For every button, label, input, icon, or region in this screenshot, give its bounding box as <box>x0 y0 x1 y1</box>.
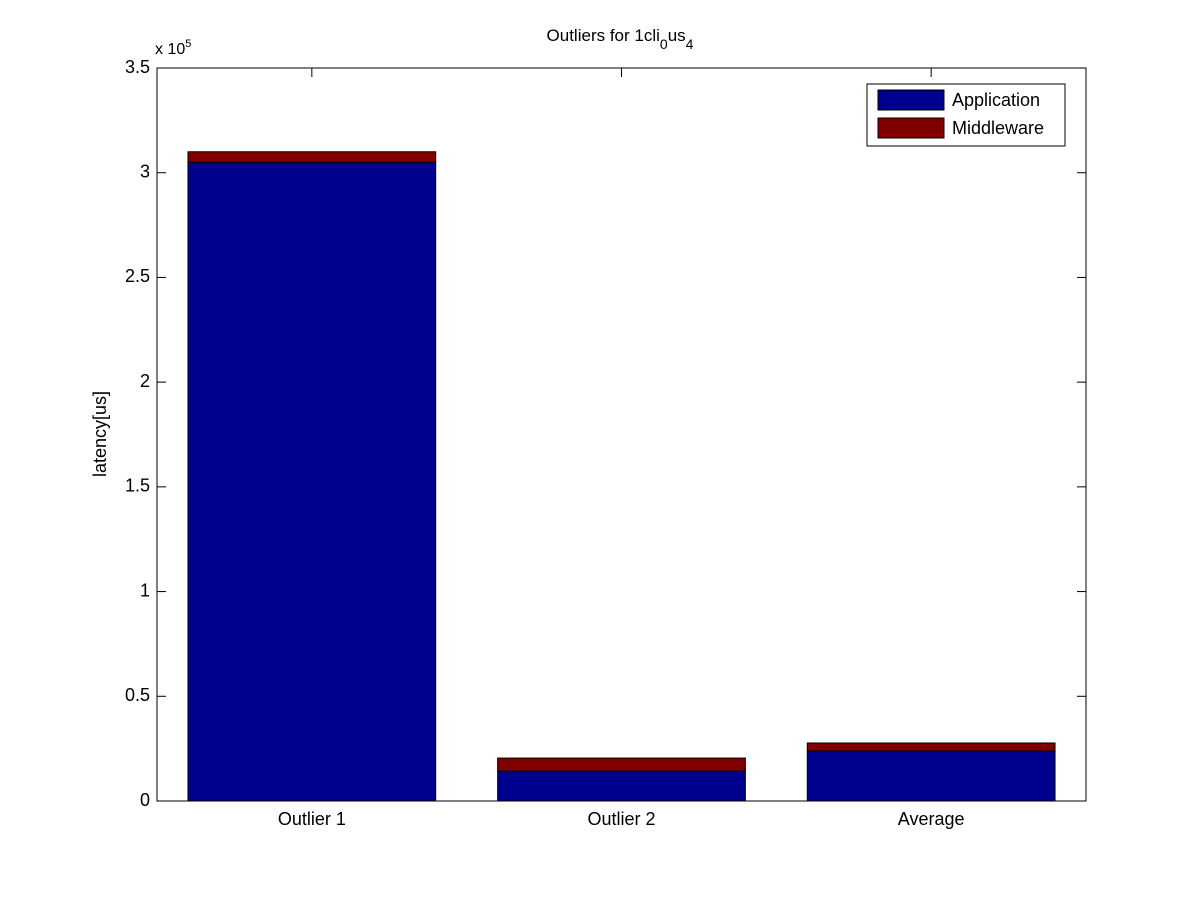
title-part: 4 <box>686 36 694 52</box>
legend-swatch <box>877 89 945 111</box>
y-tick-label: 0 <box>140 790 150 810</box>
x-tick-label: Outlier 1 <box>278 809 346 829</box>
y-tick-label: 2.5 <box>125 266 150 286</box>
y-tick-label: 1 <box>140 580 150 600</box>
y-tick-label: 1.5 <box>125 476 150 496</box>
bar-segment <box>187 161 437 802</box>
legend-label: Application <box>952 90 1040 110</box>
y-tick-label: 2 <box>140 371 150 391</box>
legend-swatch <box>877 117 945 139</box>
bar-segment <box>497 770 746 802</box>
y-tick-label: 3.5 <box>125 57 150 77</box>
y-axis-label: latency[us] <box>90 391 110 477</box>
y-tick-label: 0.5 <box>125 685 150 705</box>
x-tick-label: Outlier 2 <box>587 809 655 829</box>
bar-segment <box>497 757 746 772</box>
y-tick-label: 3 <box>140 161 150 181</box>
title-part: Outliers for 1cli <box>547 26 660 45</box>
title-part: 0 <box>660 36 668 52</box>
y-multiplier: x 105 <box>155 38 191 58</box>
plot-frame <box>156 67 1087 802</box>
legend-label: Middleware <box>952 118 1044 138</box>
bar-segment <box>806 750 1056 802</box>
bar-segment <box>806 742 1056 752</box>
bar-segment <box>187 151 437 163</box>
title-part: us <box>668 26 686 45</box>
x-tick-label: Average <box>898 809 965 829</box>
chart-title: Outliers for 1cli0us4 <box>547 26 694 51</box>
y-multiplier-exponent: 5 <box>185 38 191 50</box>
y-multiplier-base: x 10 <box>155 41 185 58</box>
